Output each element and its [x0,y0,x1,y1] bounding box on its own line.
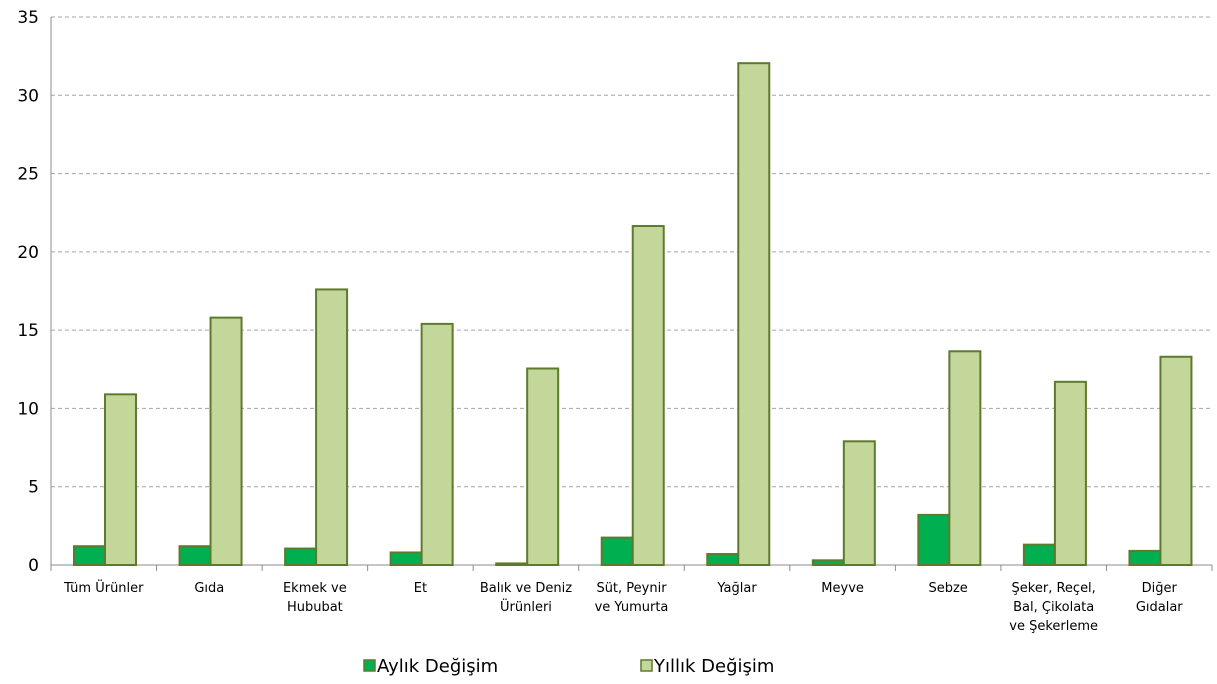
bar-aylik [917,513,951,567]
category-label-line: ve Şekerleme [1009,619,1098,634]
category-label-line: ve Yumurta [595,600,669,615]
bar-aylik [284,547,318,566]
legend-swatch [363,659,376,672]
bar-aylik [1022,543,1056,566]
category-label-line: Hububat [287,600,343,615]
bar-yillik [209,316,243,567]
bar-yillik [315,288,349,566]
bar-aylik [1128,549,1162,566]
y-axis-tick-labels: 0 5 10 15 20 25 30 35 [17,8,39,576]
y-tick-label: 25 [17,165,39,185]
category-label-line: Yağlar [716,581,757,596]
y-tick-label: 35 [17,8,39,28]
category-label: Et [414,581,427,596]
y-tick-label: 5 [28,478,39,498]
bar-aylik [811,559,845,566]
legend-swatch [640,659,653,672]
bar-yillik [104,393,137,566]
category-label: Tüm Ürünler [63,579,144,596]
bar-yillik [420,322,454,566]
category-label-line: Diğer [1142,581,1178,596]
category-label: Sebze [928,581,967,596]
y-tick-label: 20 [17,243,39,263]
category-label: Meyve [821,581,864,596]
gridlines [51,16,1212,488]
category-label-line: Sebze [928,581,967,596]
legend-item: Yıllık Değişim [640,656,774,677]
bar-aylik [495,562,529,566]
category-label-line: Ekmek ve [283,581,347,596]
bar-yillik [737,62,771,567]
legend-item: Aylık Değişim [363,656,498,677]
category-label: Ekmek ve Hububat [283,581,347,615]
category-label: Şeker, Reçel, Bal, Çikolata ve Şekerleme [1009,581,1098,634]
bar-aylik [706,553,740,566]
bar-yillik [631,225,665,566]
category-label: Balık ve Deniz Ürünleri [480,581,572,615]
category-label-line: Bal, Çikolata [1013,600,1094,615]
bar-yillik [1053,380,1087,566]
bar-aylik [73,545,106,566]
category-label-line: Gıda [194,581,224,596]
bar-aylik [600,536,634,566]
y-tick-label: 0 [28,556,39,576]
bar-yillik [1159,355,1193,567]
legend: Aylık Değişim Yıllık Değişim [363,656,774,677]
category-label: Diğer Gıdalar [1136,581,1183,615]
category-label: Süt, Peynir ve Yumurta [595,581,669,615]
category-label: Yağlar [716,581,757,596]
bar-yillik [948,350,982,566]
category-label-line: Gıdalar [1136,600,1183,615]
bar-yillik [842,440,876,566]
bars [73,62,1193,567]
category-label-line: Süt, Peynir [596,581,667,596]
x-axis-ticks [50,565,1213,571]
bar-yillik [526,367,560,567]
category-label-line: Et [414,581,427,596]
category-label-line: Tüm Ürünler [63,579,144,596]
category-label-line: Şeker, Reçel, [1012,581,1096,596]
category-label-line: Meyve [821,581,864,596]
y-tick-label: 10 [17,399,39,419]
category-label-line: Ürünleri [500,598,552,615]
legend-label: Yıllık Değişim [653,656,774,677]
series-1 [104,62,1193,567]
bar-aylik [178,545,212,566]
y-tick-label: 30 [17,86,39,106]
legend-label: Aylık Değişim [377,656,498,677]
y-tick-label: 15 [17,321,39,341]
category-label: Gıda [194,581,224,596]
bar-aylik [389,551,423,567]
category-label-line: Balık ve Deniz [480,581,572,596]
category-labels: Tüm Ürünler Gıda Ekmek ve Hububat Et Balık ve… [63,579,1183,634]
